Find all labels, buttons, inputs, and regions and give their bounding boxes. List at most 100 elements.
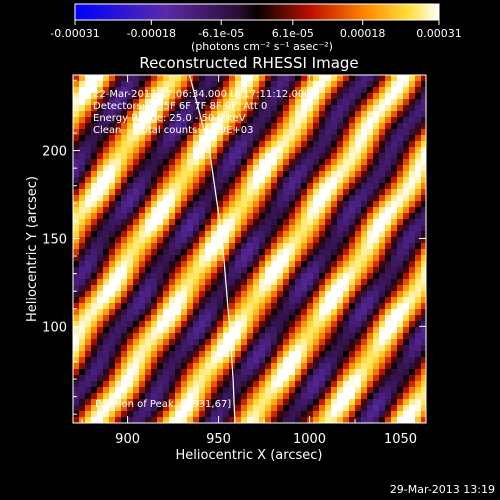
heatmap-cell	[163, 225, 169, 231]
heatmap-cell	[187, 267, 193, 273]
heatmap-cell	[271, 273, 277, 279]
heatmap-cell	[253, 93, 259, 99]
heatmap-cell	[283, 411, 289, 417]
heatmap-cell	[403, 339, 409, 345]
heatmap-cell	[91, 291, 97, 297]
heatmap-cell	[331, 381, 337, 387]
heatmap-cell	[259, 75, 265, 81]
heatmap-cell	[79, 75, 85, 81]
heatmap-cell	[283, 177, 289, 183]
heatmap-cell	[403, 333, 409, 339]
heatmap-cell	[187, 129, 193, 135]
heatmap-cell	[265, 147, 271, 153]
heatmap-cell	[265, 315, 271, 321]
heatmap-cell	[391, 321, 397, 327]
heatmap-cell	[355, 129, 361, 135]
heatmap-cell	[343, 261, 349, 267]
heatmap-cell	[211, 183, 217, 189]
heatmap-cell	[133, 243, 139, 249]
heatmap-cell	[265, 189, 271, 195]
heatmap-cell	[277, 237, 283, 243]
heatmap-cell	[301, 393, 307, 399]
heatmap-cell	[229, 387, 235, 393]
heatmap-cell	[73, 327, 79, 333]
heatmap-cell	[211, 417, 217, 423]
heatmap-cell	[187, 393, 193, 399]
heatmap-cell	[127, 207, 133, 213]
heatmap-cell	[241, 207, 247, 213]
heatmap-cell	[109, 405, 115, 411]
heatmap-cell	[379, 285, 385, 291]
heatmap-cell	[187, 411, 193, 417]
heatmap-cell	[103, 195, 109, 201]
heatmap-cell	[385, 231, 391, 237]
heatmap-cell	[223, 339, 229, 345]
x-axis-label: Heliocentric X (arcsec)	[176, 448, 323, 463]
heatmap-cell	[97, 111, 103, 117]
heatmap-cell	[97, 165, 103, 171]
heatmap-cell	[103, 189, 109, 195]
heatmap-cell	[139, 225, 145, 231]
heatmap-cell	[247, 93, 253, 99]
heatmap-cell	[289, 231, 295, 237]
heatmap-cell	[391, 159, 397, 165]
heatmap-cell	[271, 231, 277, 237]
heatmap-cell	[199, 147, 205, 153]
heatmap-cell	[343, 333, 349, 339]
heatmap-cell	[217, 375, 223, 381]
heatmap-cell	[229, 261, 235, 267]
heatmap-cell	[415, 273, 421, 279]
heatmap-cell	[295, 225, 301, 231]
heatmap-cell	[73, 213, 79, 219]
heatmap-cell	[367, 285, 373, 291]
heatmap-cell	[355, 123, 361, 129]
heatmap-cell	[355, 93, 361, 99]
heatmap-cell	[157, 189, 163, 195]
heatmap-cell	[349, 285, 355, 291]
heatmap-cell	[163, 309, 169, 315]
heatmap-cell	[121, 309, 127, 315]
heatmap-cell	[241, 345, 247, 351]
heatmap-cell	[379, 81, 385, 87]
heatmap-cell	[253, 243, 259, 249]
heatmap-cell	[175, 129, 181, 135]
heatmap-cell	[163, 201, 169, 207]
heatmap-cell	[313, 177, 319, 183]
heatmap-cell	[157, 357, 163, 363]
heatmap-cell	[145, 207, 151, 213]
heatmap-cell	[277, 411, 283, 417]
heatmap-cell	[361, 411, 367, 417]
heatmap-cell	[151, 225, 157, 231]
heatmap-cell	[265, 105, 271, 111]
heatmap-cell	[223, 153, 229, 159]
heatmap-cell	[163, 393, 169, 399]
heatmap-cell	[355, 165, 361, 171]
heatmap-cell	[343, 195, 349, 201]
heatmap-cell	[157, 213, 163, 219]
heatmap-cell	[205, 225, 211, 231]
heatmap-cell	[151, 243, 157, 249]
heatmap-cell	[133, 225, 139, 231]
heatmap-cell	[391, 219, 397, 225]
heatmap-cell	[385, 285, 391, 291]
heatmap-cell	[91, 123, 97, 129]
heatmap-cell	[229, 243, 235, 249]
heatmap-cell	[91, 393, 97, 399]
heatmap-cell	[313, 339, 319, 345]
heatmap-cell	[403, 219, 409, 225]
heatmap-cell	[421, 105, 426, 111]
heatmap-cell	[163, 237, 169, 243]
heatmap-cell	[181, 273, 187, 279]
heatmap-cell	[163, 135, 169, 141]
heatmap-cell	[307, 285, 313, 291]
heatmap-cell	[103, 411, 109, 417]
heatmap-cell	[295, 243, 301, 249]
heatmap-cell	[337, 285, 343, 291]
heatmap-cell	[247, 111, 253, 117]
heatmap-cell	[163, 351, 169, 357]
heatmap-cell	[349, 87, 355, 93]
heatmap-cell	[163, 213, 169, 219]
heatmap-cell	[343, 363, 349, 369]
heatmap-cell	[241, 111, 247, 117]
heatmap-cell	[151, 357, 157, 363]
